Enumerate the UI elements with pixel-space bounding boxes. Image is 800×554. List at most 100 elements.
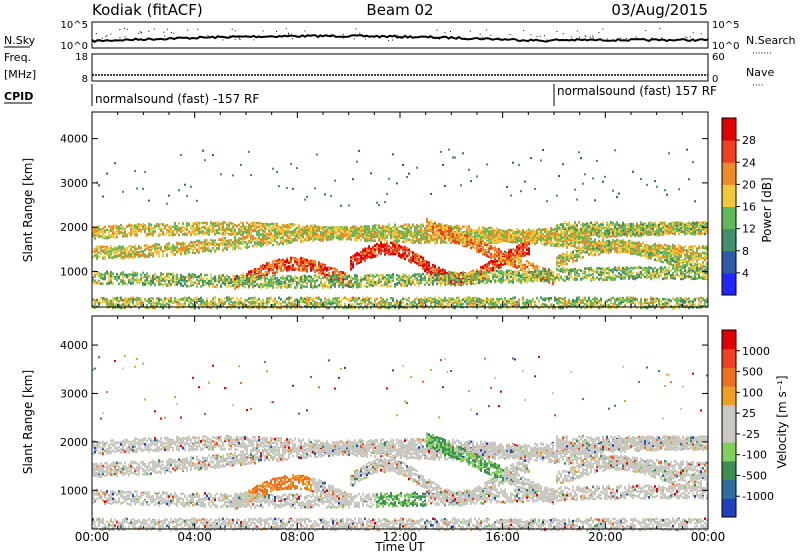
echo-cell	[94, 226, 96, 230]
echo-cell	[242, 281, 244, 285]
echo-cell	[138, 306, 140, 309]
echo-cell	[404, 257, 406, 261]
echo-cell	[224, 233, 226, 236]
echo-cell	[366, 278, 368, 281]
echo-cell	[388, 285, 390, 288]
echo-cell	[332, 283, 334, 287]
echo-cell	[306, 229, 308, 232]
echo-cell	[186, 194, 188, 197]
echo-cell	[350, 306, 352, 310]
echo-cell	[134, 271, 136, 275]
echo-cell	[306, 296, 308, 299]
echo-cell	[284, 223, 286, 227]
echo-cell	[360, 251, 362, 254]
echo-cell	[224, 236, 226, 240]
echo-cell	[124, 250, 126, 253]
echo-cell	[382, 304, 384, 308]
echo-cell	[312, 278, 314, 282]
echo-cell	[172, 232, 174, 236]
echo-cell	[324, 235, 326, 239]
echo-cell	[256, 272, 258, 275]
echo-cell	[160, 233, 162, 236]
echo-cell	[356, 284, 358, 287]
echo-cell	[224, 239, 226, 242]
echo-cell	[204, 303, 206, 306]
echo-cell	[288, 223, 290, 226]
echo-cell	[362, 278, 364, 281]
cpid-segment-2: normalsound (fast) 157 RF	[557, 84, 717, 98]
echo-cell	[220, 298, 222, 301]
echo-cell	[154, 272, 156, 276]
nsky-point	[523, 30, 525, 32]
nsky-point	[287, 33, 289, 35]
echo-cell	[94, 230, 96, 234]
echo-cell	[340, 231, 342, 234]
echo-cell	[262, 229, 264, 233]
echo-cell	[298, 234, 300, 238]
echo-cell	[282, 238, 284, 242]
echo-cell	[246, 299, 248, 302]
echo-cell	[208, 282, 210, 286]
echo-cell	[376, 224, 378, 227]
echo-cell	[222, 300, 224, 303]
echo-cell	[174, 278, 176, 281]
echo-cell	[364, 230, 366, 233]
echo-cell	[182, 246, 184, 250]
echo-cell	[310, 275, 312, 279]
echo-cell	[232, 227, 234, 230]
echo-cell	[250, 235, 252, 238]
echo-cell	[346, 230, 348, 233]
echo-cell	[374, 235, 376, 239]
echo-cell	[230, 281, 232, 285]
echo-cell	[198, 306, 200, 309]
echo-cell	[134, 228, 136, 231]
echo-cell	[126, 300, 128, 303]
echo-cell	[186, 275, 188, 278]
echo-cell	[294, 306, 296, 309]
echo-cell	[260, 270, 262, 273]
echo-cell	[366, 231, 368, 234]
echo-cell	[288, 303, 290, 306]
echo-cell	[252, 221, 254, 225]
echo-cell	[250, 241, 252, 244]
echo-cell	[298, 299, 300, 302]
echo-cell	[208, 285, 210, 288]
echo-cell	[266, 277, 268, 280]
echo-cell	[328, 230, 330, 234]
echo-cell	[220, 302, 222, 305]
echo-cell	[204, 239, 206, 243]
nsky-point	[636, 38, 638, 40]
nsky-point	[598, 32, 600, 34]
echo-cell	[274, 263, 276, 266]
echo-cell	[204, 221, 206, 224]
echo-cell	[202, 250, 204, 253]
echo-cell	[264, 284, 266, 287]
echo-cell	[384, 243, 386, 247]
echo-cell	[370, 283, 372, 287]
echo-cell	[236, 277, 238, 281]
echo-cell	[110, 271, 112, 274]
echo-cell	[370, 301, 372, 304]
echo-cell	[248, 150, 250, 153]
echo-cell	[378, 230, 380, 233]
echo-cell	[360, 256, 362, 260]
echo-cell	[116, 298, 118, 302]
echo-cell	[310, 224, 312, 228]
echo-cell	[368, 247, 370, 250]
echo-cell	[218, 224, 220, 228]
echo-cell	[388, 177, 390, 180]
echo-cell	[222, 279, 224, 283]
echo-cell	[360, 300, 362, 304]
echo-cell	[142, 281, 144, 285]
echo-cell	[314, 231, 316, 235]
echo-cell	[124, 248, 126, 251]
echo-cell	[366, 228, 368, 231]
echo-cell	[280, 267, 282, 270]
echo-cell	[258, 307, 260, 310]
echo-cell	[174, 275, 176, 278]
echo-cell	[140, 297, 142, 301]
echo-cell	[176, 303, 178, 306]
echo-cell	[104, 300, 106, 303]
echo-cell	[366, 225, 368, 229]
echo-cell	[360, 283, 362, 287]
